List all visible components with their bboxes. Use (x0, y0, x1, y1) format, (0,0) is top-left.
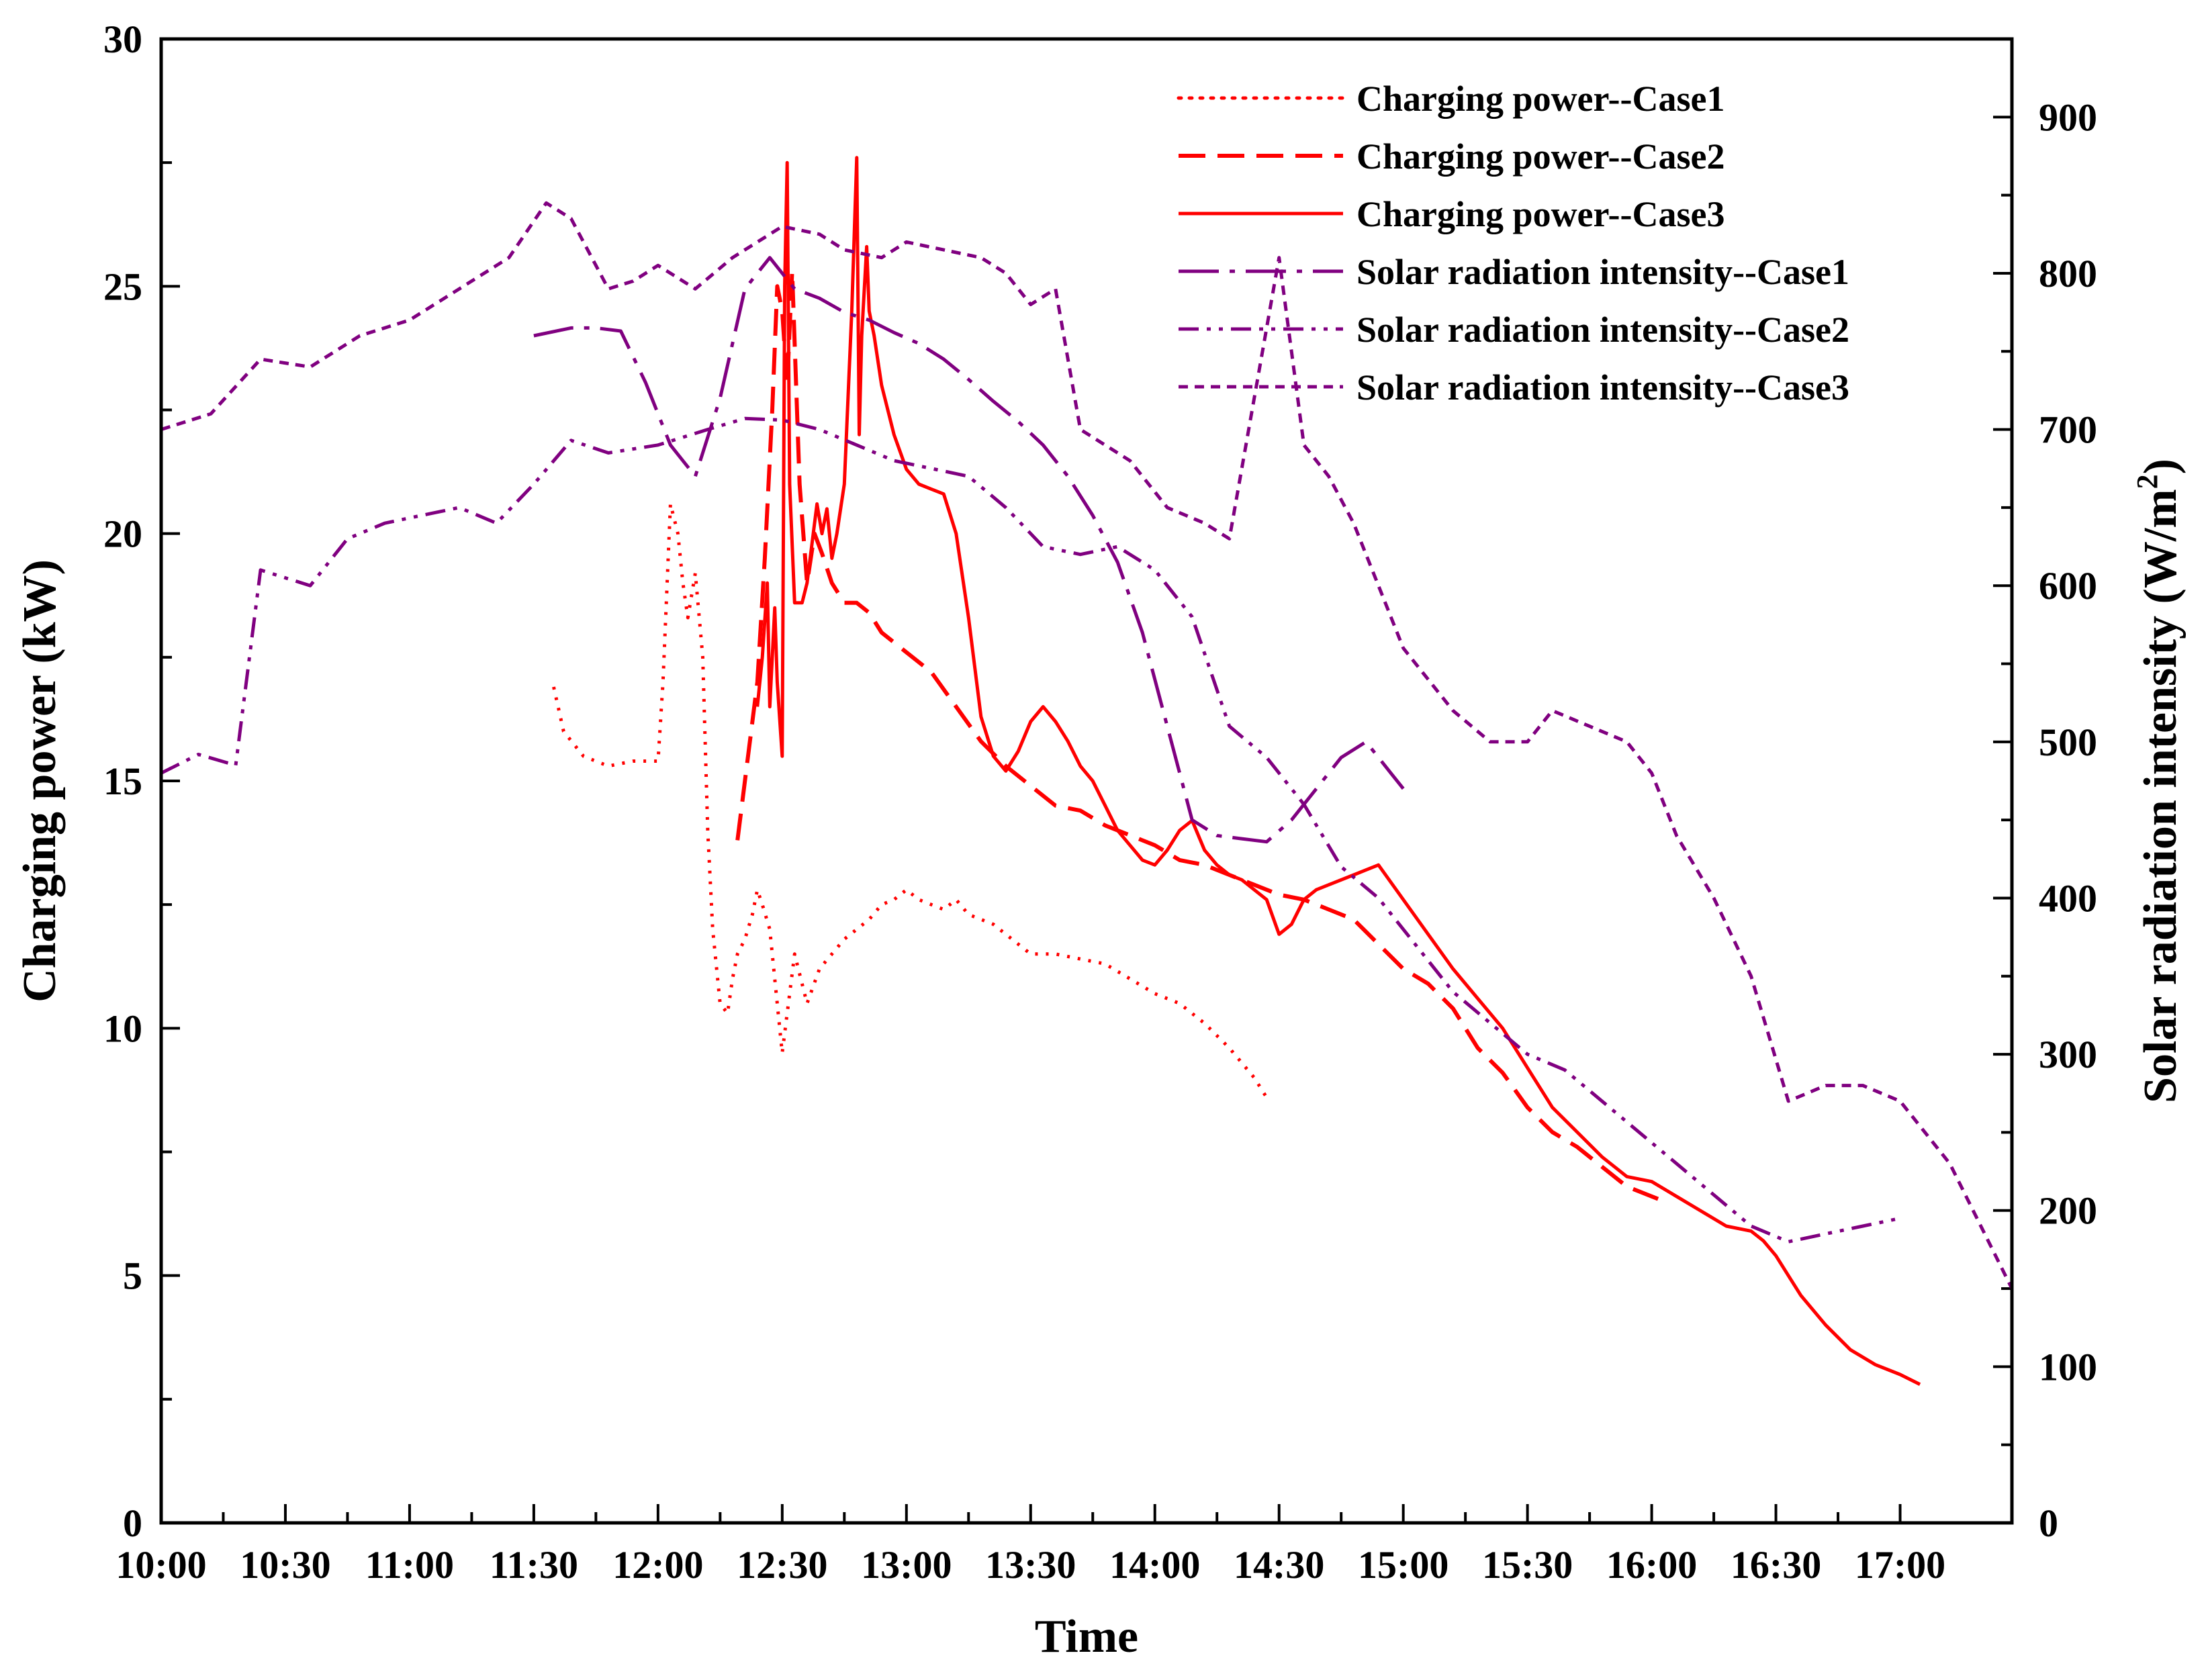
y-tick-label: 20 (103, 512, 142, 556)
y-tick-label: 0 (123, 1501, 142, 1545)
y2-tick-label: 800 (2039, 252, 2097, 295)
x-tick-label: 15:30 (1482, 1543, 1573, 1587)
x-axis-title: Time (1035, 1611, 1138, 1663)
x-tick-label: 10:00 (116, 1543, 206, 1587)
x-tick-label: 11:00 (365, 1543, 454, 1587)
x-tick-label: 14:00 (1109, 1543, 1200, 1587)
y-tick-label: 5 (123, 1254, 142, 1298)
x-tick-label: 12:00 (612, 1543, 703, 1587)
y2-tick-label: 100 (2039, 1345, 2097, 1389)
x-tick-label: 13:00 (861, 1543, 952, 1587)
y-tick-label: 15 (103, 759, 142, 803)
x-tick-label: 16:00 (1606, 1543, 1697, 1587)
x-tick-label: 10:30 (240, 1543, 330, 1587)
y2-tick-label: 900 (2039, 95, 2097, 139)
y2-tick-label: 0 (2039, 1501, 2058, 1545)
series-line-3 (755, 156, 1921, 1386)
x-tick-label: 13:30 (985, 1543, 1076, 1587)
y-tick-label: 10 (103, 1007, 142, 1050)
y-tick-label: 25 (103, 265, 142, 308)
series-line-4 (533, 256, 1405, 844)
x-tick-label: 11:30 (490, 1543, 578, 1587)
series-line-2 (735, 269, 1665, 1203)
y2-tick-label: 200 (2039, 1189, 2097, 1233)
x-tick-label: 17:00 (1855, 1543, 1945, 1587)
legend-label: Charging power--Case1 (1356, 79, 1724, 119)
legend-label: Charging power--Case2 (1356, 136, 1724, 177)
series-line-1 (552, 502, 1269, 1099)
legend-label: Charging power--Case3 (1356, 194, 1724, 234)
y-axis-title: Charging power (kW) (14, 559, 66, 1002)
legend-label: Solar radiation intensity--Case3 (1356, 367, 1849, 408)
series-line-5 (160, 416, 1901, 1244)
y-axis-ticks: 0 5 10 15 20 25 30 (103, 17, 180, 1545)
y2-tick-label: 300 (2039, 1033, 2097, 1076)
x-tick-label: 12:30 (737, 1543, 827, 1587)
y-tick-label: 30 (103, 17, 142, 61)
series-line-6 (160, 201, 2014, 1290)
y2-axis-title-main: Solar radiation intensity (W/m (2135, 489, 2187, 1103)
y2-axis-title: Solar radiation intensity (W/m2) (2131, 459, 2187, 1103)
x-axis-ticks: 10:00 10:30 11:00 11:30 12:00 12:30 13:00 13:30… (116, 1504, 1945, 1587)
y2-axis-title-end: ) (2135, 459, 2187, 474)
x-tick-label: 14:30 (1234, 1543, 1324, 1587)
x-tick-label: 15:00 (1358, 1543, 1448, 1587)
x-tick-label: 16:30 (1731, 1543, 1821, 1587)
legend-label: Solar radiation intensity--Case2 (1356, 310, 1849, 350)
y2-axis-title-superscript: 2 (2131, 474, 2164, 489)
plot-frame (159, 37, 2014, 1525)
legend-label: Solar radiation intensity--Case1 (1356, 252, 1849, 292)
series-layer (160, 156, 2014, 1386)
y2-tick-label: 600 (2039, 564, 2097, 608)
legend: Charging power--Case1 Charging power--Cas… (1177, 79, 1849, 408)
y2-tick-label: 700 (2039, 408, 2097, 452)
y2-tick-label: 400 (2039, 876, 2097, 920)
y2-tick-label: 500 (2039, 720, 2097, 764)
y2-axis-ticks: 0 100 200 300 400 500 600 700 800 900 (1993, 95, 2097, 1545)
